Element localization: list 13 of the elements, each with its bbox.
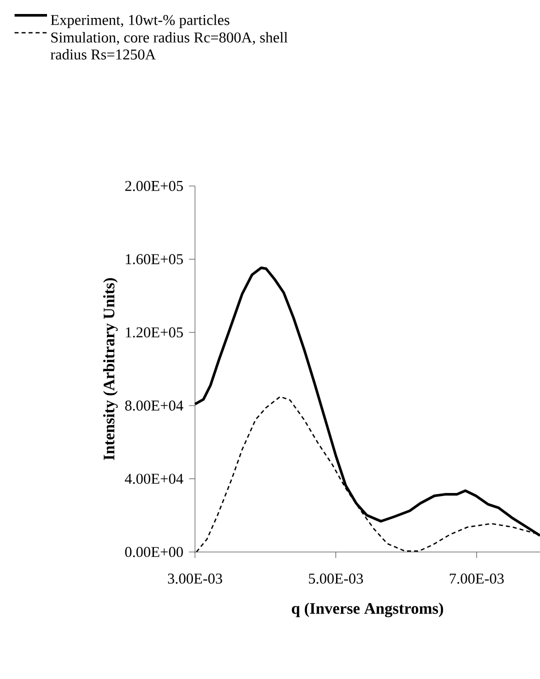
y-tick-label: 1.20E+05 xyxy=(126,327,183,338)
y-tick-label: 4.00E+04 xyxy=(124,474,184,484)
legend-label: Experiment, 10wt-% particles xyxy=(50,14,230,28)
x-axis-title: q (Inverse Angstroms) xyxy=(292,602,444,618)
x-tick-label: 3.00E-03 xyxy=(168,574,222,584)
y-tick-label: 0.00E+00 xyxy=(125,546,183,558)
y-tick-label: 2.00E+05 xyxy=(125,180,183,192)
y-axis-title: Intensity (Arbitrary Units) xyxy=(103,278,118,460)
x-tick-label: 5.00E-03 xyxy=(308,574,363,584)
legend-label: Simulation, core radius Rc=800A, shell radius Rs=1250A xyxy=(50,32,288,60)
y-tick-label: 8.00E+04 xyxy=(125,400,184,411)
y-tick-label: 1.60E+05 xyxy=(126,254,183,264)
x-tick-label: 7.00E-03 xyxy=(450,574,504,584)
